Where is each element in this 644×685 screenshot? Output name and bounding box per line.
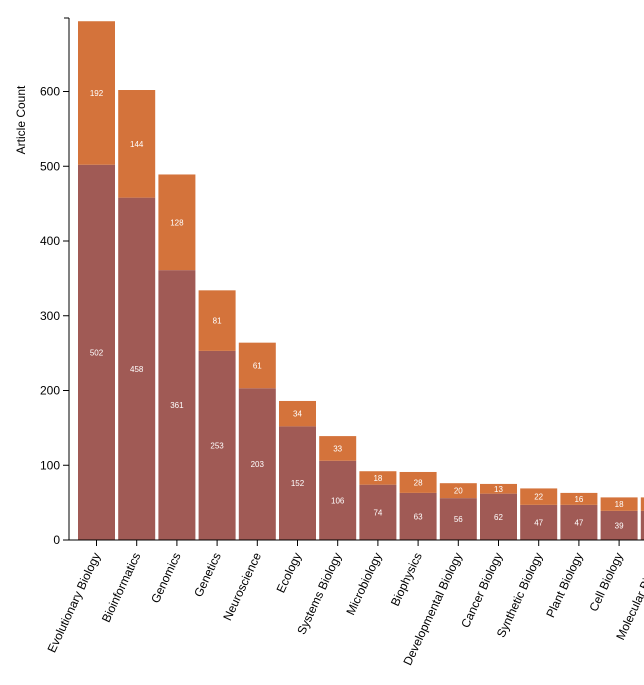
data-label-lower: 63 — [414, 512, 423, 521]
data-label-upper: 61 — [253, 361, 262, 370]
x-tick-label: Evolutionary Biology — [45, 550, 104, 654]
data-label-upper: 28 — [414, 478, 423, 487]
data-label-upper: 20 — [454, 487, 463, 496]
data-label-upper: 22 — [534, 493, 543, 502]
data-label-lower: 458 — [130, 365, 144, 374]
x-tick-label: Systems Biology — [294, 550, 344, 636]
bar-group: 502 192 — [78, 21, 115, 540]
y-tick-label: 600 — [40, 85, 60, 99]
data-label-lower: 56 — [454, 515, 463, 524]
bar-segment-upper — [520, 488, 558, 505]
bar-segment-lower — [640, 510, 644, 540]
bar-group: 74 18 — [359, 471, 397, 540]
data-label-lower: 203 — [251, 460, 265, 469]
bar-segment-upper — [600, 497, 638, 511]
data-label-lower: 152 — [291, 479, 305, 488]
data-label-lower: 39 — [615, 521, 624, 530]
bar-segment-upper — [158, 174, 196, 271]
x-tick-label: Genomics — [148, 550, 184, 605]
y-tick-label: 500 — [40, 159, 60, 173]
bar-segment-lower — [600, 510, 638, 540]
data-label-lower: 106 — [331, 496, 345, 505]
bar-group: 47 16 — [560, 492, 598, 540]
y-tick-label: 100 — [40, 458, 60, 472]
bar-segment-lower — [118, 197, 156, 540]
bar-group: 253 81 — [198, 290, 236, 540]
bar-segment-upper — [78, 21, 115, 165]
bar-group: 62 13 — [480, 483, 517, 540]
bar-group: 152 34 — [279, 400, 316, 540]
bar-segment-lower — [399, 492, 437, 540]
data-label-upper: 13 — [494, 485, 503, 494]
bar-segment-upper — [359, 471, 397, 485]
data-label-upper: 18 — [615, 500, 624, 509]
x-tick-label: Cell Biology — [586, 550, 625, 613]
bar-group: 39 18 — [600, 497, 638, 540]
data-label-upper: 33 — [333, 444, 342, 453]
y-axis: 0 100 200 300 400 500 600 — [40, 17, 70, 547]
bar-segment-lower — [359, 484, 397, 540]
y-tick-label: 300 — [40, 309, 60, 323]
data-label-lower: 47 — [534, 518, 543, 527]
x-tick-label: Neuroscience — [220, 550, 264, 623]
bar-segment-upper — [480, 483, 517, 494]
y-tick-label: 400 — [40, 234, 60, 248]
bar-segment-lower — [520, 504, 558, 540]
bars: 502 192 458 144 361 128 253 81 203 61 152 34 106 33 74… — [78, 21, 644, 540]
data-label-lower: 361 — [170, 401, 184, 410]
x-tick-label: Plant Biology — [543, 550, 585, 619]
data-label-lower: 74 — [373, 508, 382, 517]
bar-group: 63 28 — [399, 471, 437, 540]
bar-group: 106 33 — [319, 436, 357, 540]
bar-segment-lower — [279, 426, 316, 540]
bar-segment-upper — [198, 290, 236, 351]
x-tick-label: Ecology — [273, 550, 304, 595]
data-label-upper: 192 — [90, 89, 104, 98]
bar-segment-lower — [480, 493, 517, 540]
data-label-lower: 62 — [494, 513, 503, 522]
bar-segment-lower — [78, 164, 115, 540]
y-tick-label: 0 — [53, 533, 60, 547]
data-label-upper: 34 — [293, 410, 302, 419]
bar-group: 56 20 — [439, 483, 477, 540]
data-label-upper: 16 — [574, 495, 583, 504]
bar-group: 203 61 — [238, 342, 276, 540]
bar-group: 458 144 — [118, 90, 156, 540]
x-tick-label: Microbiology — [343, 550, 384, 617]
data-label-upper: 128 — [170, 218, 184, 227]
data-label-upper: 144 — [130, 140, 144, 149]
bar-segment-upper — [560, 492, 598, 505]
y-tick-label: 200 — [40, 384, 60, 398]
x-tick-label: Bioinformatics — [99, 550, 144, 624]
data-label-lower: 47 — [574, 518, 583, 527]
x-tick-label: Biophysics — [388, 550, 425, 608]
data-label-upper: 18 — [373, 474, 382, 483]
data-label-lower: 502 — [90, 348, 104, 357]
bar-segment-lower — [158, 270, 196, 540]
bar-segment-upper — [640, 497, 644, 511]
bar-group: 47 22 — [520, 488, 558, 540]
y-axis-title: Article Count — [14, 85, 28, 154]
bar-segment-lower — [198, 350, 236, 540]
bar-segment-upper — [238, 342, 276, 389]
bar-segment-lower — [238, 388, 276, 540]
bar-segment-upper — [399, 471, 437, 493]
bar-segment-lower — [560, 504, 598, 540]
bar-group: 361 128 — [158, 174, 196, 540]
bar-segment-upper — [439, 483, 477, 499]
bar-segment-upper — [279, 400, 316, 427]
bar-segment-upper — [319, 436, 357, 461]
bar-segment-lower — [319, 460, 357, 540]
data-label-lower: 253 — [210, 441, 224, 450]
x-tick-label: Genetics — [191, 550, 224, 599]
bar-segment-upper — [118, 90, 156, 198]
bar-segment-lower — [439, 498, 477, 540]
x-tick-label: Cancer Biology — [458, 550, 505, 630]
data-label-upper: 81 — [213, 317, 222, 326]
